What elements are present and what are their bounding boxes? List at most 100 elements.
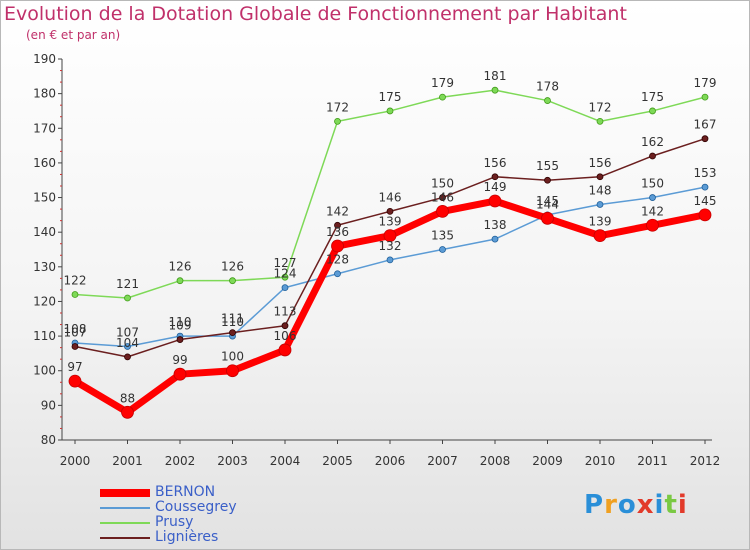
series-lignières xyxy=(71,135,709,361)
data-label: 146 xyxy=(431,190,454,204)
data-point xyxy=(68,374,82,388)
series-coussegrey xyxy=(71,183,709,350)
x-tick-label: 2001 xyxy=(112,454,143,468)
data-point xyxy=(386,207,394,215)
logo-letter: i xyxy=(654,490,665,520)
data-label: 172 xyxy=(589,100,612,114)
data-label: 109 xyxy=(169,319,192,333)
data-label: 110 xyxy=(169,315,192,329)
data-label: 181 xyxy=(484,69,507,83)
logo-letter: o xyxy=(617,490,637,520)
data-label: 156 xyxy=(589,156,612,170)
data-point xyxy=(383,229,397,243)
data-label: 111 xyxy=(221,312,244,326)
data-label: 145 xyxy=(536,194,559,208)
data-label: 139 xyxy=(379,215,402,229)
legend-swatch xyxy=(100,536,150,539)
data-label: 106 xyxy=(274,329,297,343)
axes: 80 90 100 110 120 130 140 150 160 170 180 190 2000 20… xyxy=(33,52,720,468)
data-label: 139 xyxy=(589,215,612,229)
data-point xyxy=(334,221,341,229)
data-label: 175 xyxy=(379,90,402,104)
y-tick-label: 110 xyxy=(33,329,56,343)
data-label: 144 xyxy=(536,197,559,211)
data-label: 153 xyxy=(694,166,717,180)
data-label: 104 xyxy=(116,336,139,350)
legend-item: Lignières xyxy=(100,530,237,545)
data-label: 156 xyxy=(484,156,507,170)
series-prusy xyxy=(71,86,709,302)
data-label: 146 xyxy=(379,190,402,204)
data-point xyxy=(646,218,659,232)
proxiti-logo: Proxiti xyxy=(584,490,688,520)
data-label: 142 xyxy=(641,204,664,218)
data-point xyxy=(386,256,394,264)
logo-letter: r xyxy=(604,490,618,520)
data-point xyxy=(439,93,446,101)
data-label: 110 xyxy=(221,315,244,329)
legend-item: Prusy xyxy=(100,515,237,530)
data-label: 99 xyxy=(172,353,187,367)
y-tick-label: 120 xyxy=(33,294,56,308)
data-point xyxy=(596,173,604,181)
y-tick-label: 130 xyxy=(33,260,56,274)
data-label: 172 xyxy=(326,100,349,114)
y-tick-label: 170 xyxy=(33,121,56,135)
chart-title: Evolution de la Dotation Globale de Fonc… xyxy=(4,3,627,25)
data-point xyxy=(331,239,344,253)
legend-swatch xyxy=(100,521,150,524)
data-point xyxy=(439,246,446,253)
data-label: 88 xyxy=(120,391,135,405)
data-label: 142 xyxy=(326,204,349,218)
data-point xyxy=(124,343,131,350)
data-point xyxy=(491,235,499,243)
data-label: 122 xyxy=(64,274,87,288)
legend-label: Lignières xyxy=(155,529,219,545)
legend-label: Prusy xyxy=(155,514,194,530)
legend: BERNON Coussegrey Prusy Lignières xyxy=(100,485,237,545)
logo-letter: t xyxy=(664,490,678,520)
data-point xyxy=(386,107,394,115)
data-point xyxy=(649,194,656,201)
x-tick-label: 2006 xyxy=(375,454,406,468)
data-label: 128 xyxy=(326,253,349,267)
data-point xyxy=(124,353,131,361)
x-tick-label: 2005 xyxy=(322,454,353,468)
legend-label: BERNON xyxy=(155,484,216,500)
legend-label: Coussegrey xyxy=(155,499,237,515)
data-point xyxy=(701,135,709,143)
data-label: 121 xyxy=(116,277,139,291)
data-label: 113 xyxy=(274,305,297,319)
data-label: 162 xyxy=(641,135,664,149)
data-point xyxy=(596,201,604,208)
data-label: 107 xyxy=(64,325,87,339)
data-point xyxy=(124,294,131,302)
data-point xyxy=(649,152,656,160)
y-tick-label: 90 xyxy=(41,398,56,412)
data-point xyxy=(649,107,656,115)
data-point xyxy=(701,93,709,101)
data-label: 126 xyxy=(221,260,244,274)
data-label: 175 xyxy=(641,90,664,104)
data-point xyxy=(281,284,289,292)
logo-letter: x xyxy=(636,490,655,520)
data-point xyxy=(71,291,79,298)
data-point xyxy=(173,367,187,381)
data-label: 127 xyxy=(274,256,297,270)
data-point xyxy=(176,336,184,343)
data-label: 126 xyxy=(169,260,192,274)
x-tick-label: 2003 xyxy=(217,454,248,468)
data-label: 100 xyxy=(221,350,244,364)
data-point xyxy=(229,329,236,337)
logo-letter: i xyxy=(677,490,688,520)
data-point xyxy=(491,173,499,181)
data-point xyxy=(278,343,292,357)
data-point xyxy=(281,322,289,330)
data-point xyxy=(229,277,236,285)
x-tick-label: 2010 xyxy=(585,454,616,468)
legend-swatch xyxy=(100,506,150,509)
data-point xyxy=(226,364,239,378)
y-tick-label: 160 xyxy=(33,156,56,170)
data-label: 178 xyxy=(536,80,559,94)
